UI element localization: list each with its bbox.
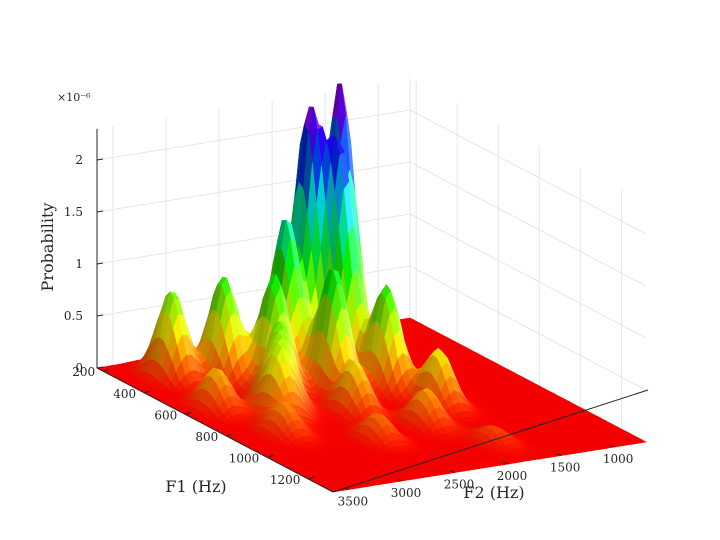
x-tick-label: 800	[195, 430, 218, 444]
z-tick-label: 0	[75, 361, 83, 375]
z-axis-label: Probability	[38, 203, 57, 292]
x-axis-label: F1 (Hz)	[165, 477, 226, 496]
x-tick-label: 1000	[229, 451, 260, 465]
y-axis-label: F2 (Hz)	[463, 483, 524, 502]
back-wall-right	[410, 78, 648, 391]
y-tick-label: 3500	[338, 494, 369, 508]
z-tick-label: 1.5	[64, 205, 83, 219]
x-tick-label: 400	[113, 387, 136, 401]
x-tick-label: 600	[154, 408, 177, 422]
probability-surface	[96, 83, 647, 493]
z-exponent-label: ×10⁻⁶	[57, 91, 91, 104]
z-tick-label: 1	[75, 257, 83, 271]
y-tick-label: 1500	[550, 461, 581, 475]
x-tick-label: 1200	[270, 473, 301, 487]
y-tick-label: 1000	[603, 452, 634, 466]
z-tick-label: 2	[75, 153, 83, 167]
z-tick-label: 0.5	[64, 309, 83, 323]
y-tick-label: 3000	[391, 486, 422, 500]
y-tick-label: 2000	[497, 469, 528, 483]
